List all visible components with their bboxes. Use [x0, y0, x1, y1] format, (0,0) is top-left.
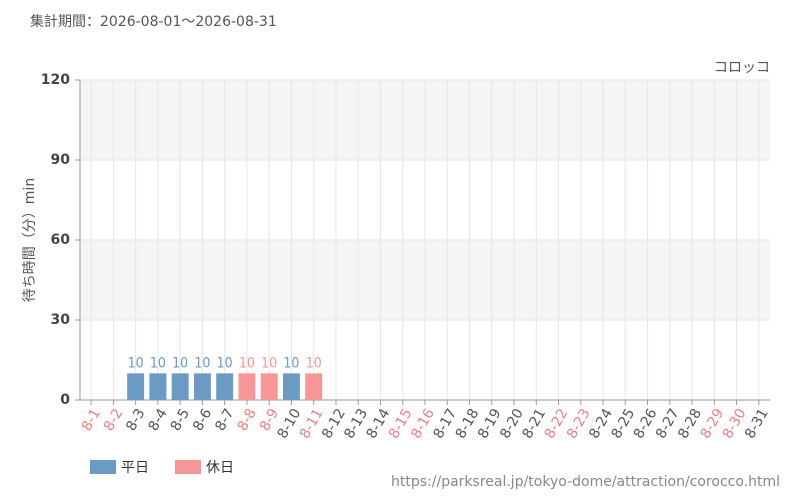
x-tick-label: 8-4	[146, 406, 171, 434]
bar	[127, 373, 145, 400]
y-axis-label: 待ち時間（分）min	[22, 178, 38, 302]
x-tick-label: 8-6	[190, 406, 215, 434]
legend-swatch	[175, 460, 201, 474]
value-label: 10	[128, 355, 144, 371]
y-tick-label: 30	[51, 312, 71, 328]
chart-title: 集計期間：2026-08-01～2026-08-31	[30, 13, 277, 30]
x-tick-label: 8-7	[212, 406, 237, 434]
legend-swatch	[90, 460, 116, 474]
bar	[305, 373, 323, 400]
legend-label: 平日	[121, 460, 149, 476]
source: https://parksreal.jp/tokyo-dome/attracti…	[391, 474, 780, 490]
value-label: 10	[150, 355, 166, 371]
value-label: 10	[217, 355, 233, 371]
bar	[260, 373, 278, 400]
bar	[282, 373, 300, 400]
bar	[149, 373, 167, 400]
bar	[238, 373, 256, 400]
x-tick-label: 8-3	[123, 406, 148, 434]
y-tick-label: 90	[51, 152, 71, 168]
legend-label: 休日	[206, 460, 234, 476]
x-tick-label: 8-31	[742, 406, 772, 442]
x-tick-label: 8-2	[101, 406, 126, 434]
value-label: 10	[239, 355, 255, 371]
bar	[193, 373, 211, 400]
y-tick-label: 60	[51, 232, 71, 248]
value-label: 10	[172, 355, 188, 371]
x-tick-label: 8-1	[79, 406, 104, 434]
value-label: 10	[306, 355, 322, 371]
x-tick-label: 8-8	[235, 406, 260, 434]
value-label: 10	[283, 355, 299, 371]
bar	[171, 373, 189, 400]
bar	[216, 373, 234, 400]
value-label: 10	[194, 355, 210, 371]
y-tick-label: 0	[60, 392, 70, 408]
value-label: 10	[261, 355, 277, 371]
y-tick-label: 120	[41, 72, 70, 88]
subtitle: コロッコ	[714, 60, 770, 76]
x-tick-label: 8-5	[168, 406, 193, 434]
